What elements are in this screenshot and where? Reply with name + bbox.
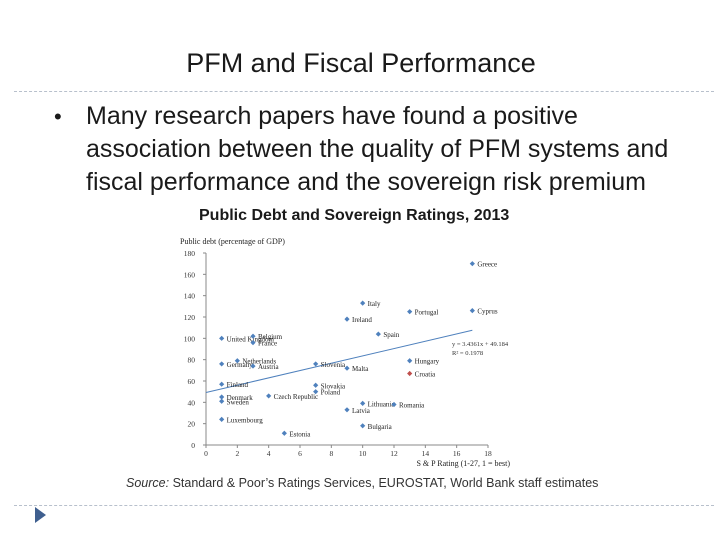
data-point bbox=[344, 316, 350, 322]
data-point bbox=[313, 389, 319, 395]
data-label: Poland bbox=[321, 389, 341, 397]
data-label: Czech Republic bbox=[274, 393, 319, 401]
source-note: Source: Standard & Poor’s Ratings Servic… bbox=[126, 475, 616, 491]
x-tick-label: 0 bbox=[204, 449, 208, 458]
data-point bbox=[250, 333, 256, 339]
data-point bbox=[219, 416, 225, 422]
data-point bbox=[281, 430, 287, 436]
x-tick-label: 6 bbox=[298, 449, 302, 458]
data-point bbox=[407, 358, 413, 364]
x-axis-title: S & P Rating (1-27, 1 = best) bbox=[416, 459, 510, 468]
y-tick-label: 140 bbox=[184, 292, 196, 301]
data-point bbox=[219, 361, 225, 367]
data-label: Croatia bbox=[415, 371, 436, 379]
y-tick-label: 160 bbox=[184, 270, 196, 279]
data-label: United Kingdom bbox=[227, 335, 275, 343]
data-point bbox=[344, 365, 350, 371]
data-label: Portugal bbox=[415, 309, 439, 317]
data-label: Latvia bbox=[352, 407, 371, 415]
x-tick-label: 16 bbox=[453, 449, 461, 458]
data-point bbox=[219, 398, 225, 404]
y-tick-label: 100 bbox=[184, 334, 196, 343]
data-label: Romania bbox=[399, 401, 425, 409]
data-point bbox=[360, 423, 366, 429]
data-point bbox=[407, 370, 413, 377]
y-tick-label: 80 bbox=[188, 356, 196, 365]
trendline bbox=[205, 329, 473, 394]
data-point bbox=[391, 401, 397, 408]
x-tick-label: 10 bbox=[359, 449, 367, 458]
bullet-text: Many research papers have found a positi… bbox=[86, 102, 669, 196]
x-tick-label: 18 bbox=[484, 449, 492, 458]
data-point bbox=[469, 308, 475, 314]
data-label: Belgium bbox=[258, 333, 283, 341]
x-tick-label: 8 bbox=[329, 449, 333, 458]
data-label: Sweden bbox=[227, 398, 250, 406]
data-label: Cyprus bbox=[477, 308, 498, 316]
data-label: France bbox=[258, 340, 277, 348]
x-tick-label: 4 bbox=[267, 449, 271, 458]
data-point bbox=[219, 335, 225, 341]
data-label: Denmark bbox=[227, 394, 254, 402]
data-label: Bulgaria bbox=[368, 423, 393, 431]
x-tick-label: 12 bbox=[390, 449, 398, 458]
slide-nav-arrow-icon bbox=[35, 507, 46, 523]
data-label: Austria bbox=[258, 363, 280, 371]
data-point bbox=[375, 331, 381, 337]
footer-divider bbox=[14, 505, 714, 506]
data-point bbox=[344, 407, 350, 413]
data-point bbox=[469, 261, 475, 267]
data-point bbox=[360, 400, 366, 406]
y-tick-label: 60 bbox=[188, 377, 196, 386]
data-label: Estonia bbox=[289, 430, 311, 438]
data-point bbox=[219, 381, 225, 387]
data-point bbox=[266, 393, 272, 399]
title-divider bbox=[14, 91, 714, 92]
chart-heading: Public Debt and Sovereign Ratings, 2013 bbox=[199, 207, 510, 224]
slide-title: PFM and Fiscal Performance bbox=[186, 48, 536, 78]
y-axis-title: Public debt (percentage of GDP) bbox=[180, 237, 285, 246]
source-label: Source: bbox=[126, 476, 170, 490]
trendline-r2: R² = 0.1978 bbox=[452, 350, 483, 357]
trendline-equation: y = 3.4361x + 49.184 bbox=[452, 341, 509, 348]
chart-area bbox=[178, 233, 508, 469]
data-label: Germany bbox=[227, 361, 254, 369]
source-text: Standard & Poor’s Ratings Services, EURO… bbox=[169, 476, 599, 490]
data-label: Hungary bbox=[415, 358, 440, 366]
data-point bbox=[250, 340, 256, 346]
data-label: Italy bbox=[368, 300, 381, 308]
data-label: Ireland bbox=[352, 316, 372, 324]
data-label: Slovenia bbox=[321, 361, 346, 369]
data-point bbox=[313, 382, 319, 388]
y-tick-label: 40 bbox=[188, 398, 196, 407]
data-point bbox=[250, 363, 256, 369]
data-label: Malta bbox=[352, 365, 369, 373]
x-tick-label: 2 bbox=[235, 449, 239, 458]
data-label: Netherlands bbox=[242, 358, 276, 366]
data-label: Lithuania bbox=[368, 400, 396, 408]
data-label: Luxembourg bbox=[227, 416, 264, 424]
data-point bbox=[219, 394, 225, 400]
data-label: Slovakia bbox=[321, 382, 346, 390]
y-tick-label: 0 bbox=[191, 441, 195, 450]
y-tick-label: 20 bbox=[188, 420, 196, 429]
data-point bbox=[360, 300, 366, 306]
x-tick-label: 14 bbox=[422, 449, 430, 458]
y-tick-label: 180 bbox=[184, 249, 196, 258]
data-point bbox=[407, 309, 413, 315]
data-point bbox=[313, 361, 319, 367]
data-label: Finland bbox=[227, 381, 249, 389]
data-point bbox=[234, 358, 240, 364]
data-label: Spain bbox=[383, 331, 399, 339]
y-tick-label: 120 bbox=[184, 313, 196, 322]
bullet-marker: • bbox=[54, 104, 62, 129]
data-label: Greece bbox=[477, 261, 497, 269]
